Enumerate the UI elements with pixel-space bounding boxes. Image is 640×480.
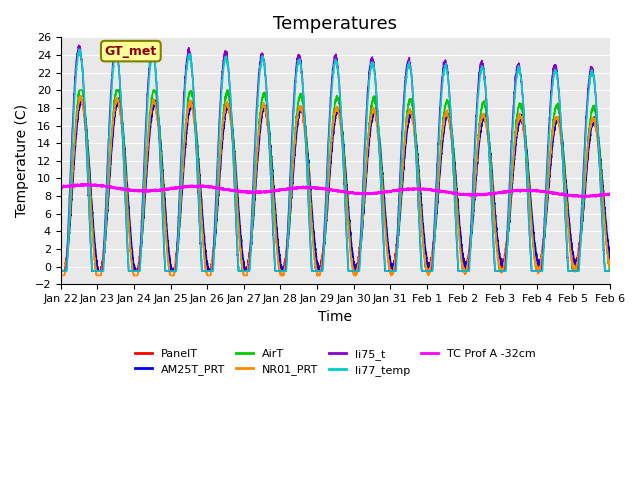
TC Prof A -32cm — [581, 194, 589, 200]
li75_t — [554, 79, 562, 85]
TC Prof A -32cm — [175, 185, 182, 191]
AM25T_PRT — [175, 234, 182, 240]
Line: NR01_PRT: NR01_PRT — [61, 96, 610, 276]
AM25T_PRT — [399, 179, 406, 185]
li75_t — [389, 268, 397, 274]
li75_t — [75, 42, 83, 48]
Line: AirT: AirT — [61, 90, 610, 271]
li77_temp — [389, 268, 397, 274]
li75_t — [606, 268, 614, 274]
li77_temp — [606, 268, 614, 274]
TC Prof A -32cm — [606, 191, 614, 197]
TC Prof A -32cm — [389, 188, 397, 193]
AM25T_PRT — [606, 250, 614, 255]
li77_temp — [399, 134, 406, 140]
AirT — [389, 268, 397, 274]
PanelT — [606, 255, 614, 261]
PanelT — [175, 224, 182, 229]
li77_temp — [606, 268, 614, 274]
NR01_PRT — [554, 114, 562, 120]
TC Prof A -32cm — [399, 187, 406, 193]
li75_t — [57, 268, 65, 274]
AirT — [175, 235, 182, 240]
Line: AM25T_PRT: AM25T_PRT — [61, 98, 610, 271]
li77_temp — [113, 46, 120, 52]
li77_temp — [57, 268, 65, 274]
li77_temp — [211, 245, 218, 251]
AM25T_PRT — [606, 254, 614, 260]
PanelT — [389, 261, 397, 266]
PanelT — [399, 167, 406, 173]
AM25T_PRT — [115, 95, 123, 101]
AirT — [211, 245, 218, 251]
PanelT — [211, 235, 218, 241]
TC Prof A -32cm — [554, 191, 562, 196]
Line: TC Prof A -32cm: TC Prof A -32cm — [61, 184, 610, 197]
AirT — [606, 268, 614, 274]
AirT — [554, 105, 562, 111]
NR01_PRT — [57, 273, 65, 278]
TC Prof A -32cm — [606, 192, 614, 197]
li77_temp — [175, 227, 182, 232]
TC Prof A -32cm — [83, 181, 91, 187]
li77_temp — [554, 80, 562, 85]
PanelT — [57, 268, 65, 274]
Line: li77_temp: li77_temp — [61, 49, 610, 271]
Title: Temperatures: Temperatures — [273, 15, 397, 33]
NR01_PRT — [399, 168, 406, 173]
TC Prof A -32cm — [57, 184, 65, 190]
NR01_PRT — [175, 228, 182, 233]
PanelT — [57, 268, 65, 274]
Line: li75_t: li75_t — [61, 45, 610, 271]
AM25T_PRT — [389, 264, 397, 270]
AM25T_PRT — [58, 268, 65, 274]
NR01_PRT — [606, 264, 614, 270]
AM25T_PRT — [211, 243, 218, 249]
Line: PanelT: PanelT — [61, 98, 610, 271]
AirT — [57, 268, 65, 274]
AirT — [76, 87, 83, 93]
AM25T_PRT — [57, 265, 65, 271]
Y-axis label: Temperature (C): Temperature (C) — [15, 104, 29, 217]
li75_t — [211, 234, 218, 240]
li75_t — [399, 120, 406, 126]
PanelT — [77, 95, 85, 101]
AirT — [606, 267, 614, 273]
AM25T_PRT — [554, 115, 562, 121]
li75_t — [606, 268, 614, 274]
PanelT — [606, 256, 614, 262]
Text: GT_met: GT_met — [105, 45, 157, 58]
NR01_PRT — [77, 93, 84, 98]
NR01_PRT — [606, 264, 614, 269]
NR01_PRT — [389, 271, 397, 277]
li75_t — [175, 215, 182, 220]
AirT — [399, 169, 406, 175]
X-axis label: Time: Time — [318, 310, 353, 324]
PanelT — [554, 116, 562, 121]
TC Prof A -32cm — [211, 184, 218, 190]
Legend: PanelT, AM25T_PRT, AirT, NR01_PRT, li75_t, li77_temp, TC Prof A -32cm: PanelT, AM25T_PRT, AirT, NR01_PRT, li75_… — [131, 344, 540, 381]
NR01_PRT — [211, 240, 218, 246]
